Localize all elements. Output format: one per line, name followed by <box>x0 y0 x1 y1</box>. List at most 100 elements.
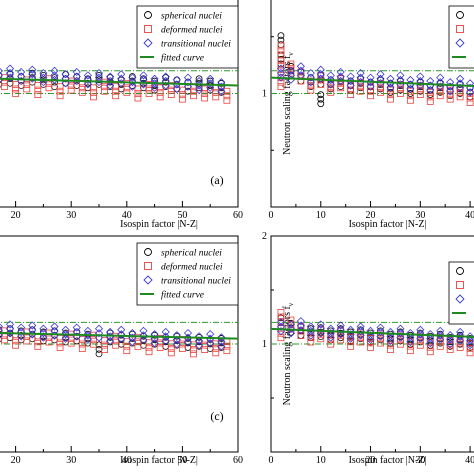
data-point-diamond <box>139 71 148 80</box>
fitted-curve-line <box>0 77 238 87</box>
data-point-diamond <box>436 73 445 82</box>
data-point-circle <box>40 80 47 88</box>
data-point-circle <box>73 337 81 345</box>
data-point-square <box>466 349 474 357</box>
data-point-diamond <box>172 340 181 349</box>
data-point-square <box>167 349 175 357</box>
data-point-diamond <box>0 328 3 335</box>
x-tick-label: 20 <box>11 455 21 466</box>
data-point-diamond <box>376 332 385 341</box>
data-point-square <box>23 328 31 336</box>
data-point-diamond <box>183 78 193 87</box>
x-tick-label: 40 <box>465 455 474 466</box>
data-point-diamond <box>17 67 26 77</box>
x-tick-label: 40 <box>122 210 132 221</box>
data-point-square <box>145 348 153 356</box>
data-point-diamond <box>61 334 70 343</box>
data-point-square <box>367 87 374 95</box>
data-point-diamond <box>346 325 355 334</box>
data-point-diamond <box>416 334 425 343</box>
x-tick-label: 0 <box>269 455 274 466</box>
data-point-square <box>446 91 454 99</box>
legend-box <box>448 5 474 69</box>
data-point-square <box>12 337 20 345</box>
data-point-square <box>277 83 285 91</box>
data-point-diamond <box>326 80 335 89</box>
data-point-diamond <box>356 326 365 336</box>
data-point-square <box>101 83 108 91</box>
data-point-diamond <box>83 335 92 344</box>
data-point-diamond <box>50 71 59 80</box>
data-point-square <box>78 88 86 96</box>
data-point-square <box>317 80 325 88</box>
data-point-square <box>45 338 53 346</box>
x-tick-label: 60 <box>233 455 243 466</box>
data-point-square <box>156 88 164 96</box>
data-point-square <box>78 84 86 92</box>
data-point-diamond <box>5 73 15 82</box>
data-point-square <box>277 46 285 54</box>
data-point-diamond <box>39 69 48 78</box>
data-point-diamond <box>316 329 325 338</box>
data-point-diamond <box>306 73 315 82</box>
data-point-circle <box>195 84 203 92</box>
data-point-diamond <box>286 66 295 75</box>
data-point-diamond <box>446 340 455 349</box>
data-point-diamond <box>128 82 137 91</box>
fitted-curve-line <box>271 76 474 88</box>
data-point-diamond <box>195 85 204 95</box>
data-point-square <box>23 81 31 88</box>
panel-1: 20 30 40 50 60 Isospin factor |N-Z| spherical … <box>0 0 243 230</box>
data-point-diamond <box>356 69 365 78</box>
series-transitional-nuclei <box>276 317 474 350</box>
data-point-square <box>190 350 197 358</box>
data-point-square <box>34 82 42 89</box>
x-tick-label: 20 <box>11 210 21 221</box>
data-point-diamond <box>72 323 81 332</box>
data-point-diamond <box>183 333 193 342</box>
data-point-diamond <box>150 339 159 348</box>
data-point-square <box>34 342 42 350</box>
data-point-circle <box>95 350 103 358</box>
data-point-diamond <box>436 335 445 344</box>
data-point-diamond <box>376 323 385 332</box>
data-point-diamond <box>346 334 355 343</box>
data-point-circle <box>217 88 225 96</box>
data-point-diamond <box>83 75 92 84</box>
data-point-diamond <box>83 80 92 89</box>
data-point-square <box>134 338 142 346</box>
data-point-circle <box>51 336 58 344</box>
data-point-square <box>123 88 131 96</box>
data-point-diamond <box>446 331 455 340</box>
data-point-diamond <box>195 336 204 345</box>
panel-4: 0 10 20 30 40 1 2 Isospin factor |N-Z| Neutron s… <box>262 231 474 466</box>
data-point-square <box>277 309 285 316</box>
data-point-square <box>406 347 414 355</box>
data-point-circle <box>73 82 81 89</box>
data-point-square <box>178 91 186 99</box>
data-point-circle <box>426 341 434 349</box>
legend-marker-diamond <box>455 294 465 304</box>
plot-area <box>271 309 474 357</box>
x-tick-label: 60 <box>233 210 243 221</box>
data-point-square <box>436 87 444 95</box>
y-tick-label: 1 <box>262 339 267 350</box>
data-point-diamond <box>406 84 415 93</box>
data-point-circle <box>62 329 70 337</box>
data-point-diamond <box>356 322 365 331</box>
data-point-circle <box>17 336 25 344</box>
data-point-diamond <box>316 74 325 83</box>
data-point-square <box>56 83 64 91</box>
data-point-diamond <box>28 74 37 83</box>
x-tick-label: 30 <box>415 455 425 466</box>
series-fitted-curve <box>271 76 474 88</box>
data-point-diamond <box>39 324 48 333</box>
data-point-square <box>1 74 8 82</box>
data-point-circle <box>387 88 394 96</box>
data-point-square <box>112 83 120 91</box>
data-point-square <box>466 344 474 352</box>
data-point-diamond <box>17 323 26 332</box>
legend-marker-square <box>456 25 464 33</box>
data-point-diamond <box>195 341 204 350</box>
data-point-circle <box>84 339 92 347</box>
